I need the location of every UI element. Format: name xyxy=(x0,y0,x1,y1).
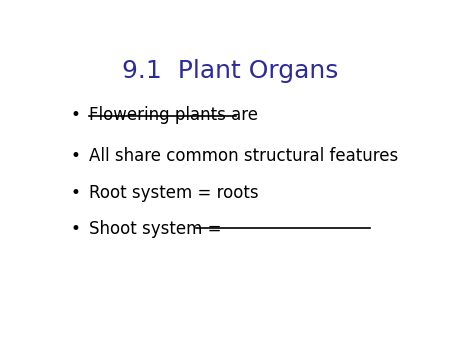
Text: All share common structural features: All share common structural features xyxy=(90,147,399,165)
Text: •: • xyxy=(71,147,81,165)
Text: 9.1  Plant Organs: 9.1 Plant Organs xyxy=(122,59,339,83)
Text: Shoot system =: Shoot system = xyxy=(90,220,227,238)
Text: Root system = roots: Root system = roots xyxy=(90,184,259,202)
Text: Flowering plants are: Flowering plants are xyxy=(90,105,258,124)
Text: •: • xyxy=(71,105,81,124)
Text: •: • xyxy=(71,220,81,238)
Text: •: • xyxy=(71,184,81,202)
